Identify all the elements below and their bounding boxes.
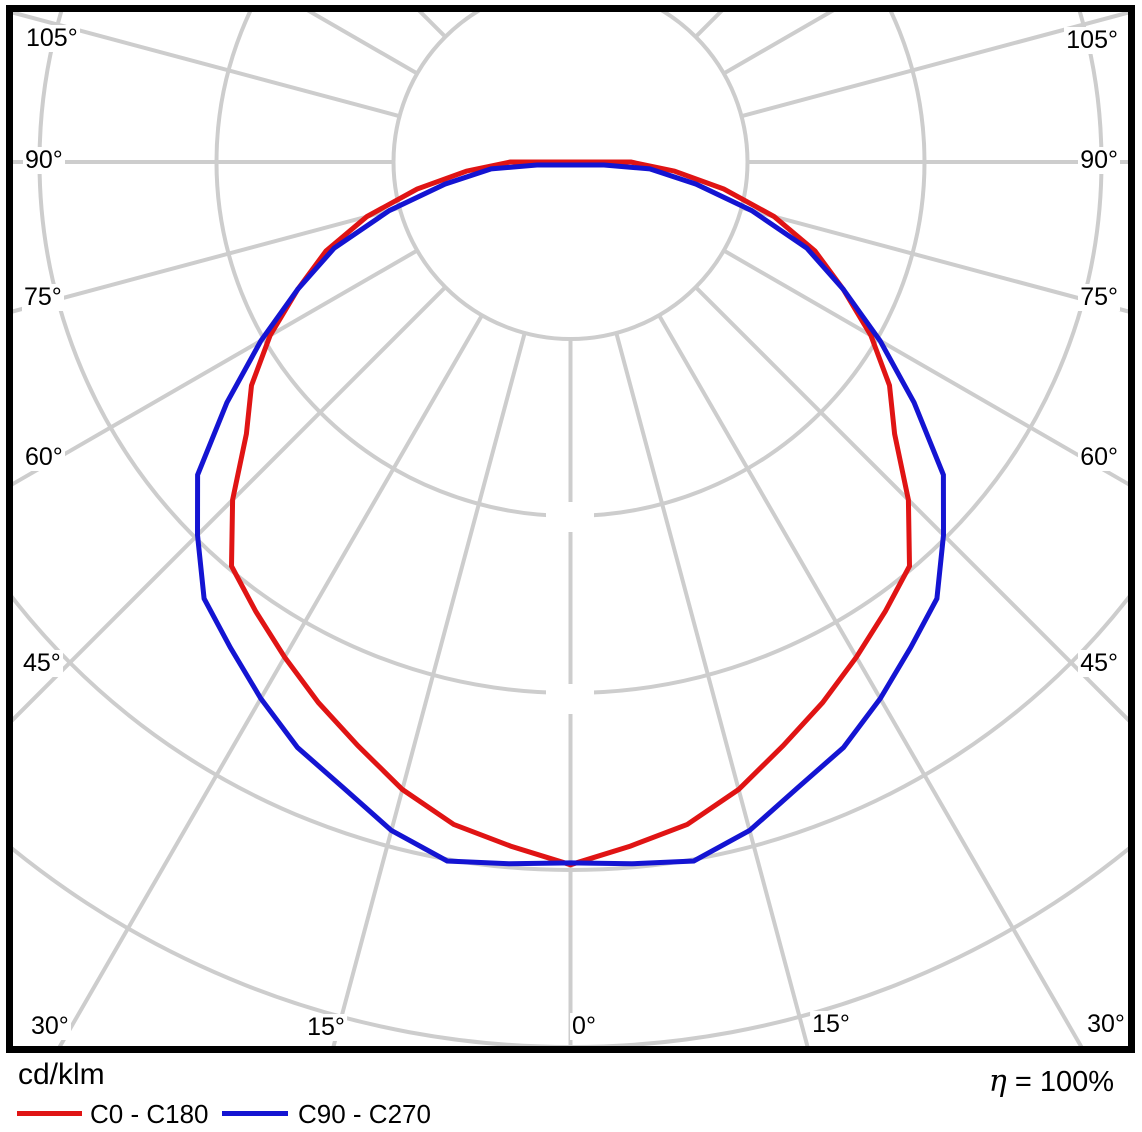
legend-label-c90-c270: C90 - C270: [298, 1099, 431, 1129]
grid-radial-line: [57, 314, 484, 1046]
efficiency-value: = 100%: [1014, 1066, 1114, 1098]
grid-radial-line: [13, 248, 419, 487]
angle-label-105deg: 105°: [1064, 26, 1120, 54]
legend-label-c0-c180: C0 - C180: [90, 1099, 209, 1129]
legend-swatch-c90-c270: [222, 1111, 288, 1116]
grid-radial-line: [722, 248, 1128, 487]
ring-value-blank-box: [546, 502, 594, 532]
grid-radial-line: [657, 314, 1084, 1046]
grid-radial-line: [13, 205, 401, 314]
angle-label-75deg: 75°: [1078, 283, 1120, 311]
grid-ring: [391, 12, 750, 341]
grid-radial-line: [614, 332, 810, 1046]
curve-C90-C270: [194, 162, 947, 867]
grid-radial-line: [694, 285, 1128, 723]
angle-label-15deg: 15°: [810, 1010, 852, 1038]
angle-label-30deg: 30°: [1085, 1010, 1127, 1038]
plot-border: [6, 5, 1135, 1053]
angle-label-60deg: 60°: [23, 443, 65, 471]
grid-radial-line: [740, 12, 1128, 119]
angle-label-90deg: 90°: [1078, 146, 1120, 174]
angle-label-60deg: 60°: [1078, 443, 1120, 471]
ring-value-blank-box: [546, 684, 594, 714]
angle-label-90deg: 90°: [23, 146, 65, 174]
grid-radial-line: [740, 205, 1128, 314]
eta-symbol: η: [988, 1064, 1007, 1099]
angle-label-75deg: 75°: [22, 283, 64, 311]
angle-label-0deg: 0°: [570, 1012, 598, 1040]
angle-label-15deg: 15°: [305, 1013, 347, 1041]
grid-radial-line: [13, 12, 401, 119]
legend-swatch-c0-c180: [17, 1111, 82, 1116]
angle-label-30deg: 30°: [29, 1012, 71, 1040]
efficiency-label: η = 100%: [989, 1064, 1114, 1099]
angle-label-45deg: 45°: [21, 649, 63, 677]
angle-label-45deg: 45°: [1078, 649, 1120, 677]
units-label: cd/klm: [18, 1058, 105, 1091]
grid-radial-line: [13, 285, 447, 723]
angle-label-105deg: 105°: [24, 24, 80, 52]
